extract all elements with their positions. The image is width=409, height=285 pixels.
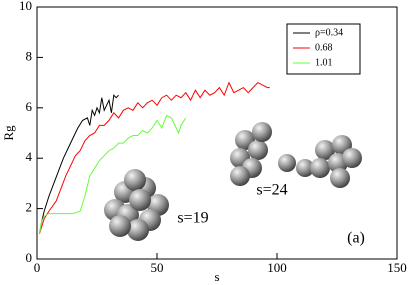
series-line (38, 94, 119, 234)
annotation: s=24 (256, 182, 287, 199)
cluster-s24 (230, 122, 362, 188)
y-tick-label: 8 (26, 48, 33, 63)
plot-frame (36, 6, 398, 260)
legend-label: 0.68 (315, 42, 333, 53)
x-tick-label: 150 (387, 260, 407, 275)
y-tick-label: 6 (26, 99, 33, 114)
legend-label: ρ=0.34 (315, 27, 343, 38)
x-tick-label: 0 (34, 260, 41, 275)
x-tick-label: 100 (267, 260, 287, 275)
annotation: s=19 (177, 210, 208, 227)
x-tick-label: 50 (151, 260, 164, 275)
cluster-s19 (104, 169, 169, 241)
legend-label: 1.01 (315, 57, 333, 68)
x-axis-label: s (214, 269, 219, 284)
y-tick-label: 2 (26, 200, 33, 215)
series-line (38, 81, 270, 234)
annotation: (a) (347, 230, 365, 247)
legend-box (286, 23, 361, 75)
y-axis-label: Rg (1, 125, 16, 141)
y-tick-label: 0 (26, 250, 33, 265)
series-line (38, 114, 187, 234)
y-tick-label: 4 (26, 149, 33, 164)
y-tick-label: 10 (19, 0, 32, 13)
